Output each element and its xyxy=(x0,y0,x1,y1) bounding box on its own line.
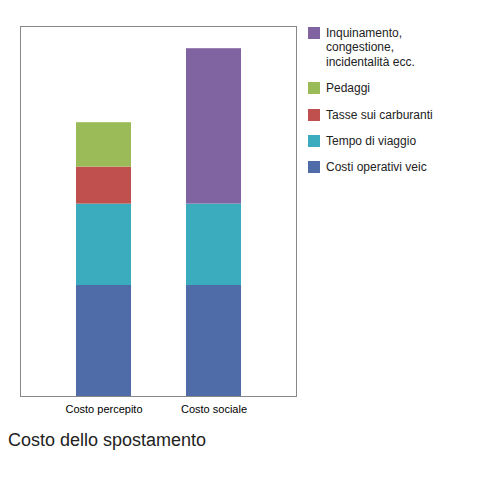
html-text:Costo dello spostamento: Costo dello spostamento xyxy=(8,430,207,450)
html-text:Costi operativi veic: Costi operativi veic xyxy=(326,160,427,175)
svg-text:Costo percepito: Costo percepito xyxy=(65,403,142,415)
html-text:Inquinamento, congestione, inc: Inquinamento, congestione, incidentalità… xyxy=(326,26,415,69)
svg-text:Costo sociale: Costo sociale xyxy=(181,403,247,415)
html-text:Pedaggi: Pedaggi xyxy=(326,81,370,96)
html-text:Tempo di viaggio: Tempo di viaggio xyxy=(326,134,417,148)
html-text:Tasse sui carburanti: Tasse sui carburanti xyxy=(326,107,433,122)
